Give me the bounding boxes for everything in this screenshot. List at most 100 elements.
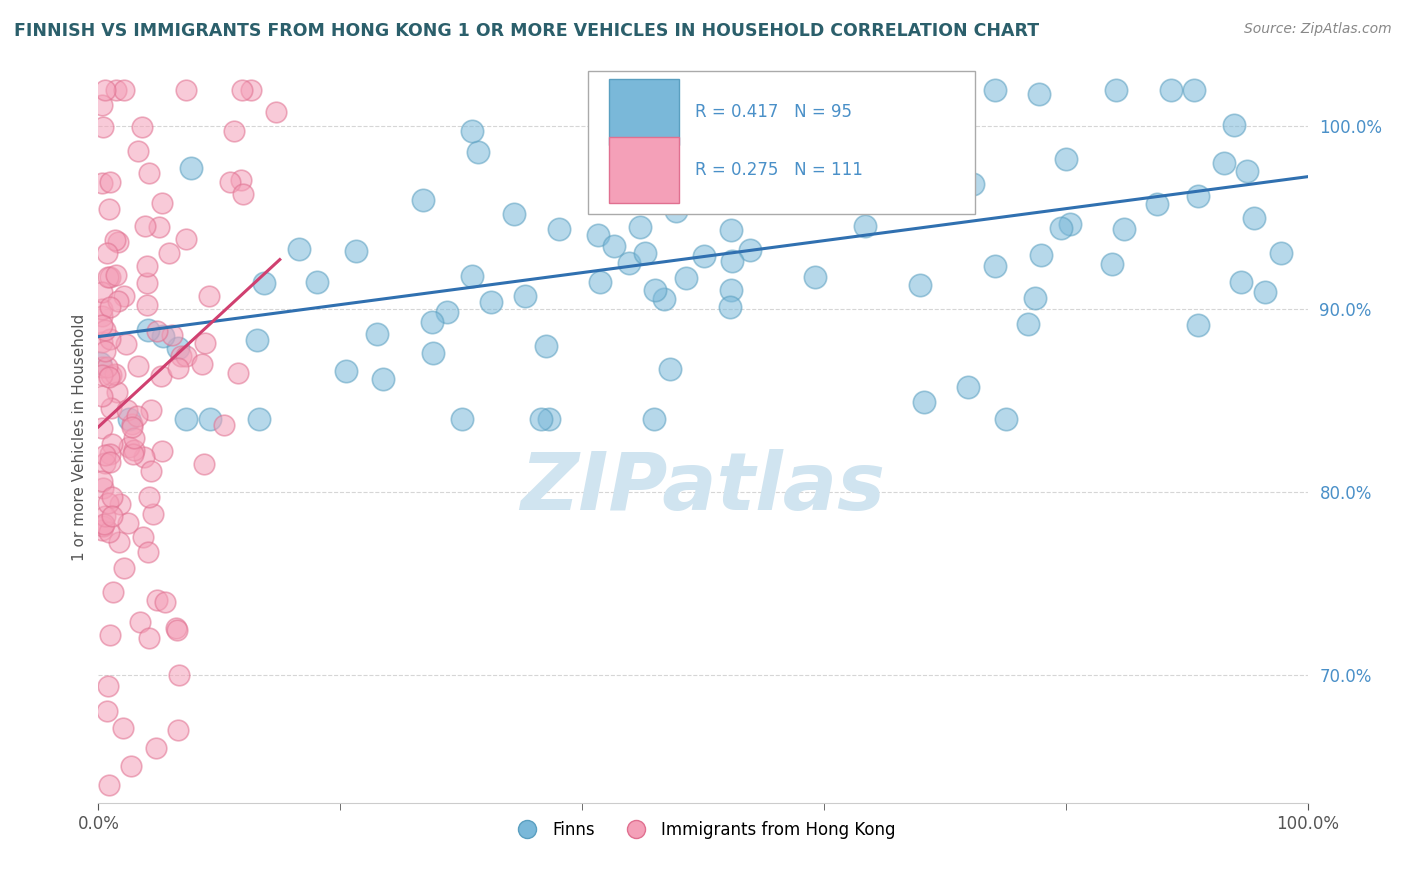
- Point: [1243, 211, 1265, 226]
- Point: [603, 239, 626, 253]
- Point: [166, 723, 188, 737]
- FancyBboxPatch shape: [588, 71, 976, 214]
- Point: [249, 412, 271, 426]
- Point: [134, 219, 156, 233]
- Point: [1187, 318, 1209, 332]
- Point: [231, 172, 253, 186]
- Point: [122, 431, 145, 445]
- Point: [219, 175, 242, 189]
- Point: [121, 419, 143, 434]
- Point: [929, 110, 952, 124]
- Point: [98, 300, 121, 314]
- Point: [91, 481, 114, 495]
- Point: [1160, 83, 1182, 97]
- Point: [166, 623, 188, 637]
- Point: [117, 516, 139, 531]
- Point: [169, 668, 191, 682]
- Point: [536, 338, 558, 352]
- Point: [98, 269, 121, 284]
- Point: [1270, 246, 1292, 260]
- Point: [91, 318, 114, 333]
- Point: [693, 249, 716, 263]
- Point: [146, 324, 169, 338]
- Point: [131, 120, 153, 134]
- Point: [246, 333, 269, 347]
- Point: [93, 456, 115, 470]
- Point: [129, 615, 152, 629]
- Point: [1054, 152, 1077, 166]
- Point: [232, 186, 254, 201]
- Point: [548, 222, 571, 236]
- Point: [91, 474, 114, 488]
- Point: [94, 83, 117, 97]
- Point: [135, 259, 157, 273]
- Point: [908, 278, 931, 293]
- Point: [779, 83, 801, 97]
- Point: [1059, 217, 1081, 231]
- Point: [479, 294, 502, 309]
- Point: [1223, 119, 1246, 133]
- Point: [91, 98, 114, 112]
- Point: [231, 83, 253, 97]
- Point: [718, 300, 741, 314]
- Point: [91, 301, 114, 316]
- FancyBboxPatch shape: [609, 137, 679, 203]
- Point: [174, 232, 197, 246]
- Point: [675, 271, 697, 285]
- Point: [96, 359, 118, 374]
- Text: FINNISH VS IMMIGRANTS FROM HONG KONG 1 OR MORE VEHICLES IN HOUSEHOLD CORRELATION: FINNISH VS IMMIGRANTS FROM HONG KONG 1 O…: [14, 22, 1039, 40]
- Point: [589, 181, 612, 195]
- Point: [1230, 276, 1253, 290]
- Point: [91, 285, 114, 300]
- Point: [136, 323, 159, 337]
- Point: [97, 270, 120, 285]
- Point: [97, 778, 120, 792]
- Point: [1213, 156, 1236, 170]
- Point: [142, 508, 165, 522]
- Point: [91, 309, 114, 323]
- Point: [103, 584, 125, 599]
- Point: [167, 342, 190, 356]
- Point: [139, 403, 162, 417]
- Point: [152, 328, 174, 343]
- Point: [912, 394, 935, 409]
- Point: [98, 524, 121, 539]
- Point: [91, 519, 114, 533]
- Point: [1028, 87, 1050, 101]
- Point: [586, 227, 609, 242]
- Point: [174, 349, 197, 363]
- Point: [644, 283, 666, 297]
- Point: [94, 448, 117, 462]
- Point: [1017, 317, 1039, 331]
- Point: [125, 409, 148, 424]
- Point: [97, 202, 120, 216]
- Point: [813, 83, 835, 97]
- Point: [107, 293, 129, 308]
- Point: [461, 124, 484, 138]
- Point: [98, 332, 121, 346]
- Point: [105, 83, 128, 97]
- Point: [634, 245, 657, 260]
- Point: [287, 242, 309, 256]
- Point: [112, 561, 135, 575]
- Point: [107, 235, 129, 250]
- Point: [537, 412, 560, 426]
- Point: [193, 335, 215, 350]
- Point: [1101, 257, 1123, 271]
- Point: [1114, 222, 1136, 236]
- Point: [100, 628, 122, 642]
- Point: [1031, 248, 1053, 262]
- Point: [903, 161, 925, 175]
- Point: [751, 83, 773, 97]
- Point: [91, 368, 114, 383]
- Point: [101, 508, 124, 523]
- Point: [264, 104, 287, 119]
- Text: ZIPatlas: ZIPatlas: [520, 450, 886, 527]
- Point: [170, 350, 193, 364]
- Point: [530, 412, 553, 426]
- Y-axis label: 1 or more Vehicles in Household: 1 or more Vehicles in Household: [72, 313, 87, 561]
- Point: [97, 679, 120, 693]
- Point: [335, 363, 357, 377]
- Point: [882, 172, 904, 186]
- Point: [643, 412, 665, 426]
